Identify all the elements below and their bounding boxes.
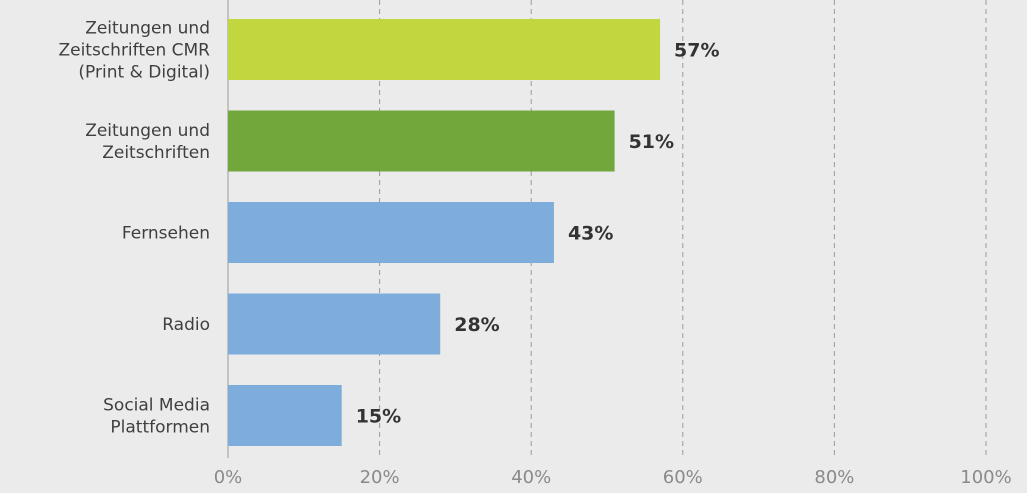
label-layer: 57%Zeitungen und Zeitschriften CMR (Print … — [58, 19, 719, 438]
x-tick-label-0: 0% — [214, 467, 243, 488]
category-label-line: Zeitschriften CMR — [58, 41, 210, 61]
x-tick-label-60: 60% — [663, 467, 703, 488]
category-label-3: Radio — [162, 315, 210, 335]
bar-4 — [228, 385, 342, 446]
bar-3 — [228, 293, 441, 355]
category-label-line: Social Media — [103, 396, 210, 416]
category-label-line: (Print & Digital) — [78, 63, 210, 83]
value-label-1: 51% — [629, 131, 674, 153]
category-label-4: Social Media Plattformen — [103, 396, 210, 438]
value-label-2: 43% — [568, 223, 613, 245]
category-label-line: Fernsehen — [122, 224, 210, 244]
category-label-1: Zeitungen und Zeitschriften — [85, 121, 210, 163]
x-tick-label-40: 40% — [511, 467, 551, 488]
value-label-4: 15% — [356, 406, 401, 428]
category-label-2: Fernsehen — [122, 224, 210, 244]
category-label-line: Zeitungen und — [85, 121, 210, 141]
x-tick-label-80: 80% — [814, 467, 854, 488]
category-label-line: Plattformen — [110, 418, 210, 438]
bar-0 — [228, 19, 661, 80]
category-label-0: Zeitungen und Zeitschriften CMR (Print & D… — [58, 19, 210, 83]
bar-layer — [228, 19, 661, 446]
value-label-3: 28% — [454, 314, 499, 336]
bar-1 — [228, 110, 615, 172]
tick-layer: 0% 20% 40% 60% 80% 100% — [214, 467, 1012, 488]
category-label-line: Zeitungen und — [85, 19, 210, 39]
x-tick-label-100: 100% — [960, 467, 1011, 488]
category-label-line: Radio — [162, 315, 210, 335]
bar-2 — [228, 202, 554, 263]
x-tick-label-20: 20% — [360, 467, 400, 488]
category-label-line: Zeitschriften — [102, 143, 210, 163]
value-label-0: 57% — [674, 40, 719, 62]
